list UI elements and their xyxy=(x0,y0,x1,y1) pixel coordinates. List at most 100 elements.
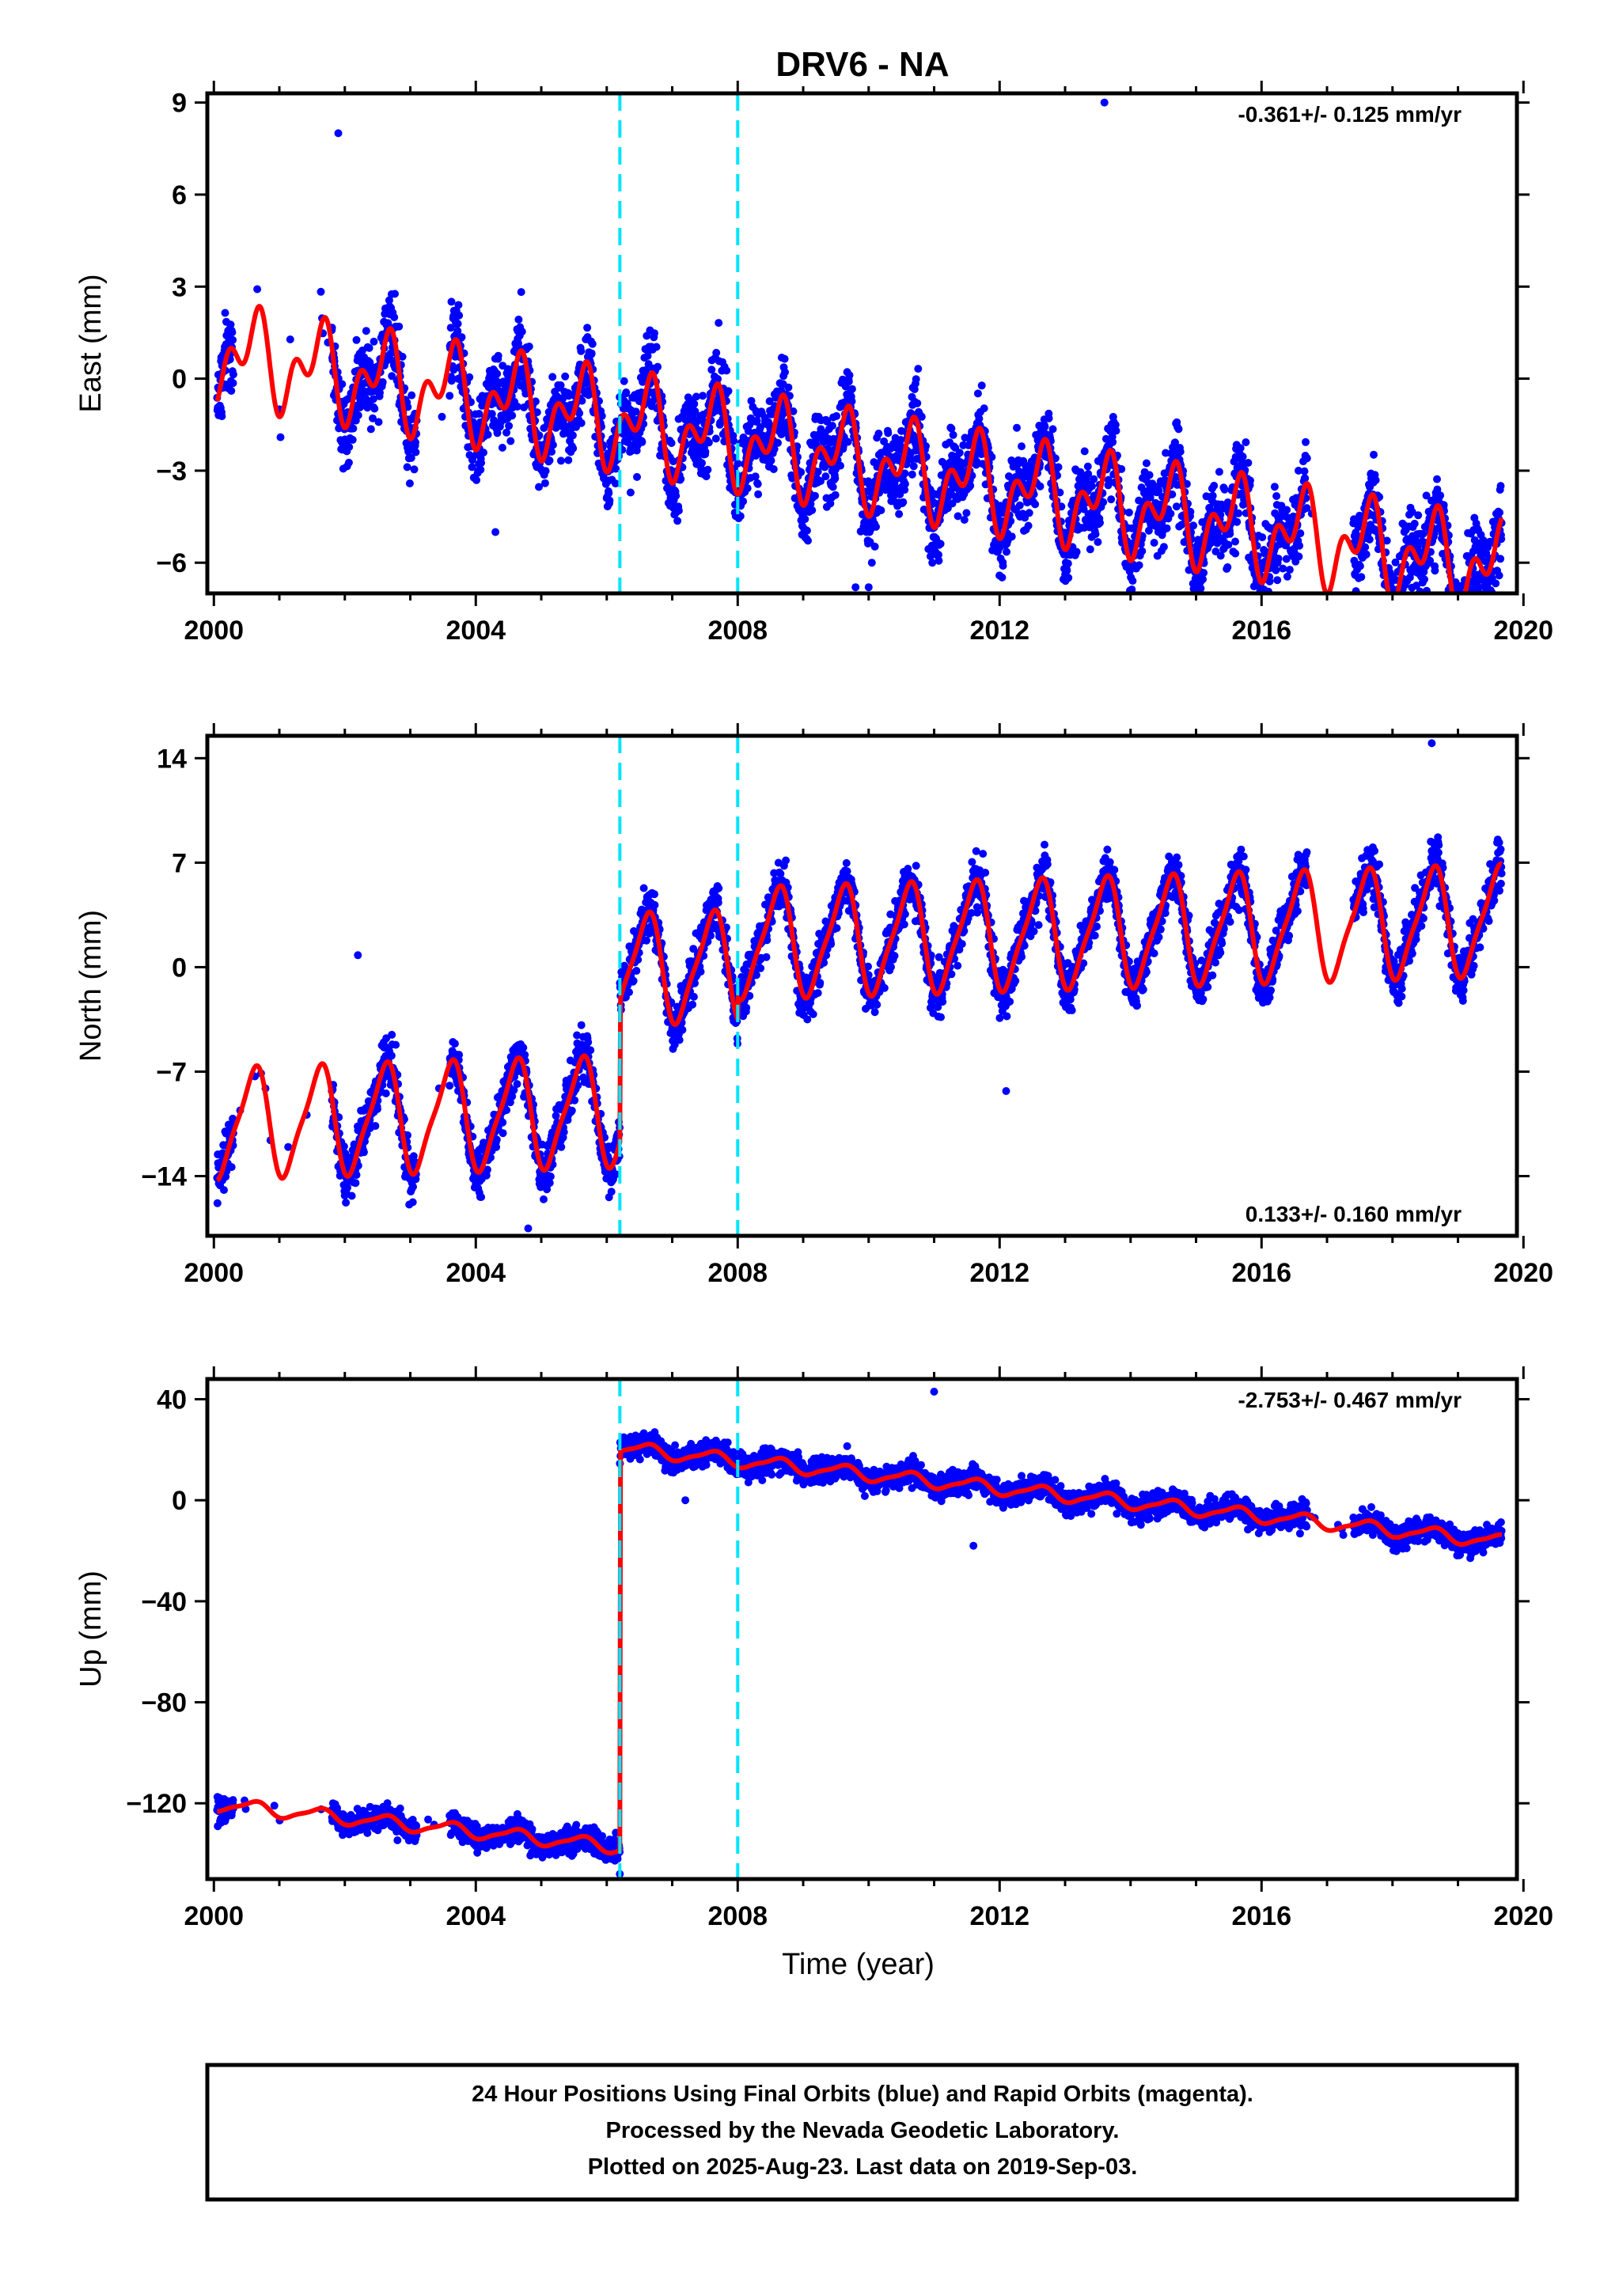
east-data-point xyxy=(1223,563,1232,571)
east-data-point xyxy=(518,328,526,336)
east-data-point xyxy=(1015,501,1024,510)
east-data-point xyxy=(1456,638,1464,646)
east-data-point xyxy=(1300,467,1309,475)
east-data-point xyxy=(227,387,236,395)
east-data-point xyxy=(828,483,837,491)
east-data-point xyxy=(1455,635,1463,643)
north-data-point xyxy=(559,1127,568,1136)
east-data-point xyxy=(753,416,761,425)
east-data-point xyxy=(1462,625,1470,633)
east-data-point xyxy=(557,457,565,465)
east-data-point xyxy=(1473,595,1481,603)
east-data-point xyxy=(1234,509,1243,517)
east-data-point xyxy=(913,399,922,407)
north-data-point xyxy=(567,1106,576,1115)
east-x-tick-label: 2004 xyxy=(445,616,506,646)
east-data-point xyxy=(1272,492,1281,500)
east-data-point xyxy=(561,372,570,381)
east-data-point xyxy=(513,402,521,411)
east-data-point xyxy=(897,436,905,444)
east-data-point xyxy=(1176,447,1185,456)
north-data-point xyxy=(540,1195,548,1203)
east-data-point xyxy=(1436,491,1445,500)
east-data-point xyxy=(1244,459,1253,467)
east-data-point xyxy=(438,412,446,421)
north-data-point xyxy=(546,1173,555,1180)
east-data-point xyxy=(936,540,945,548)
east-data-point xyxy=(960,516,969,524)
east-data-point xyxy=(276,433,285,441)
east-data-point xyxy=(1474,602,1482,610)
east-data-point xyxy=(385,296,393,305)
east-data-point xyxy=(1481,604,1488,612)
east-data-point xyxy=(872,522,880,531)
east-data-point xyxy=(411,448,420,457)
east-data-point xyxy=(638,438,646,446)
east-data-point xyxy=(699,392,707,400)
north-data-point xyxy=(342,1199,351,1207)
east-data-point xyxy=(1302,438,1310,446)
north-data-point xyxy=(519,1044,528,1052)
east-data-point xyxy=(1395,605,1403,613)
east-data-point xyxy=(1224,540,1233,549)
east-data-point xyxy=(1390,622,1398,630)
east-data-point xyxy=(540,479,549,487)
east-data-point xyxy=(1215,468,1223,476)
east-x-tick-label: 2008 xyxy=(707,616,768,646)
east-data-point xyxy=(1420,575,1428,584)
east-data-point xyxy=(867,559,876,567)
east-data-point xyxy=(1162,524,1171,532)
east-data-point xyxy=(650,329,658,338)
east-data-point xyxy=(218,412,226,421)
east-data-point xyxy=(472,475,481,484)
east-outlier-point xyxy=(334,129,343,138)
east-data-point xyxy=(407,453,415,462)
east-data-point xyxy=(1431,566,1439,575)
east-data-point xyxy=(1492,579,1500,588)
east-data-point xyxy=(1210,481,1219,490)
east-data-point xyxy=(1450,612,1458,619)
east-data-point xyxy=(690,400,699,408)
east-data-point xyxy=(753,479,762,488)
east-data-point xyxy=(1451,639,1459,647)
north-data-point xyxy=(213,1199,222,1207)
east-data-point xyxy=(1394,595,1402,603)
east-data-point xyxy=(1063,566,1071,575)
east-data-point xyxy=(836,461,844,470)
east-data-point xyxy=(352,335,361,344)
east-data-point xyxy=(370,337,378,346)
east-data-point xyxy=(1083,462,1092,471)
east-data-point xyxy=(583,324,592,332)
east-data-point xyxy=(370,404,379,413)
east-data-point xyxy=(545,457,554,464)
east-data-point xyxy=(398,352,407,361)
east-data-point xyxy=(1395,609,1403,617)
east-data-point xyxy=(1208,491,1217,500)
east-data-point xyxy=(1386,613,1393,621)
north-data-point xyxy=(499,1129,507,1138)
east-data-point xyxy=(445,392,454,400)
east-data-point xyxy=(674,506,683,515)
east-data-point xyxy=(928,559,937,567)
north-data-point xyxy=(629,976,638,985)
east-data-point xyxy=(1150,539,1158,547)
east-data-point xyxy=(453,320,462,328)
east-data-point xyxy=(774,438,782,447)
east-data-point xyxy=(502,428,511,437)
east-x-tick-label: 2020 xyxy=(1493,616,1553,646)
east-data-point xyxy=(669,457,677,466)
east-data-point xyxy=(1283,506,1291,514)
east-data-point xyxy=(711,434,720,443)
east-data-point xyxy=(564,456,573,464)
north-data-point xyxy=(678,1025,687,1034)
east-data-point xyxy=(1220,485,1229,494)
east-data-point xyxy=(548,373,557,381)
north-data-point xyxy=(650,890,658,899)
east-data-point xyxy=(1145,471,1154,479)
east-data-point xyxy=(756,422,765,431)
east-data-point xyxy=(1410,519,1419,528)
east-data-point xyxy=(804,536,812,545)
north-data-point xyxy=(343,1184,351,1192)
east-data-point xyxy=(1233,517,1242,526)
